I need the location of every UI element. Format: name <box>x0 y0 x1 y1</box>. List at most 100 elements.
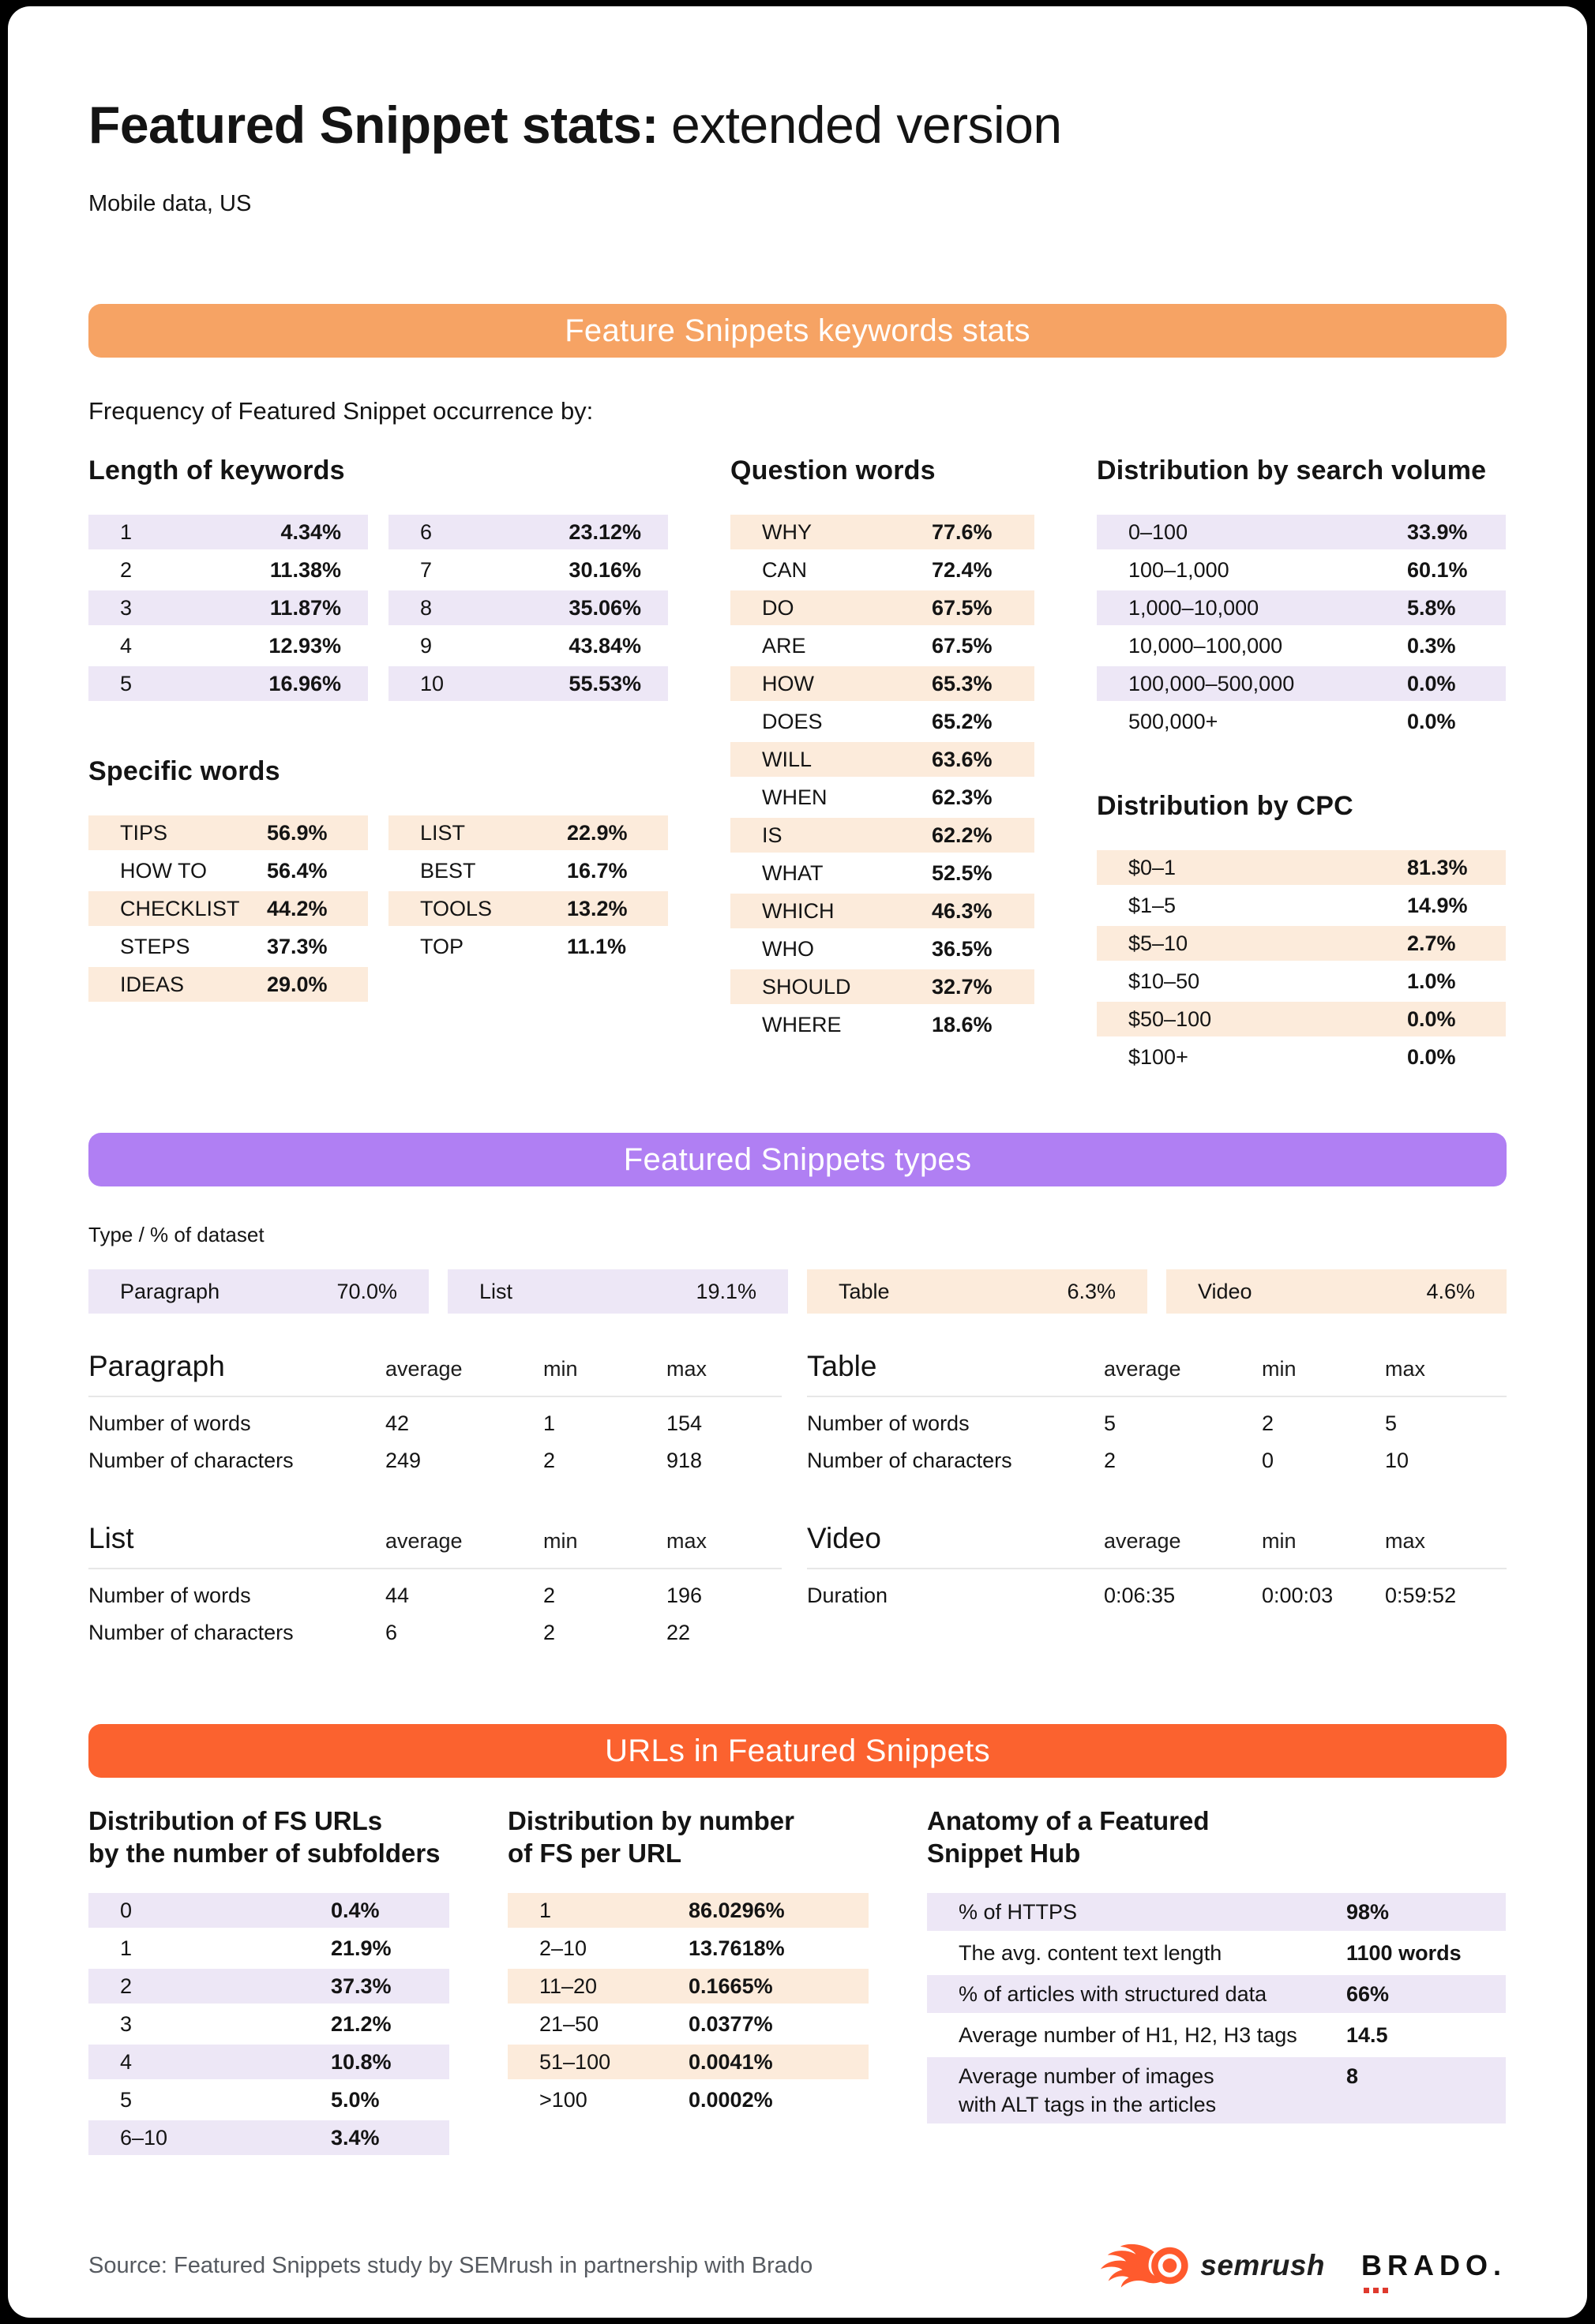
length-table-1: 1 4.34% 2 11.38% 3 11.87% 4 12.93% 5 16.96% <box>88 515 368 704</box>
stat-table-row: Duration 0:06:35 0:00:03 0:59:52 <box>807 1577 1507 1614</box>
stat-row-value: 2 <box>543 1621 556 1644</box>
question-words-table: WHY 77.6% CAN 72.4% DO 67.5% ARE 67.5% HOW 65.3% D… <box>730 515 1034 1042</box>
row-value: 5.8% <box>1407 595 1456 620</box>
stat-row-value: 2 <box>1262 1411 1274 1435</box>
semrush-logo: semrush <box>1099 2242 1325 2289</box>
table-row: TOOLS 13.2% <box>388 891 668 926</box>
table-row: TIPS 56.9% <box>88 815 368 850</box>
anatomy-column: Anatomy of a Featured Snippet Hub % of H… <box>927 1805 1506 2158</box>
row-value: 62.2% <box>932 823 993 847</box>
table-row: 2 11.38% <box>88 553 368 587</box>
stat-row-value: 42 <box>385 1411 410 1435</box>
row-label: 500,000+ <box>1128 709 1218 733</box>
table-row: 0 0.4% <box>88 1893 449 1928</box>
stat-row-label: Number of words <box>88 1584 251 1607</box>
stats-col-average: average <box>1104 1357 1181 1381</box>
row-value: 66% <box>1346 1982 1390 2006</box>
row-label: 2–10 <box>539 1936 587 1960</box>
row-label: 9 <box>420 633 433 658</box>
keywords-left-column: Length of keywords 1 4.34% 2 11.38% 3 11.87% 4… <box>88 455 668 1078</box>
row-value: 33.9% <box>1407 519 1468 544</box>
page-title-bold: Featured Snippet stats: <box>88 96 659 154</box>
row-value: 55.53% <box>569 671 641 695</box>
table-row: WHICH 46.3% <box>730 894 1034 928</box>
row-value: 67.5% <box>932 595 993 620</box>
fs-per-url-column: Distribution by number of FS per URL 1 86… <box>508 1805 869 2158</box>
row-label: IS <box>762 823 782 847</box>
row-value: 2.7% <box>1407 931 1456 955</box>
row-label: 7 <box>420 557 433 582</box>
row-value: 11.87% <box>269 595 341 620</box>
table-row: $50–100 0.0% <box>1097 1002 1506 1036</box>
table-row: BEST 16.7% <box>388 853 668 888</box>
stats-rows: Number of words 44 2 196 Number of character… <box>88 1577 782 1651</box>
cpc-table: $0–1 81.3% $1–5 14.9% $5–10 2.7% $10–50 1.0% $50… <box>1097 850 1506 1074</box>
stat-row-value: 0 <box>1262 1449 1274 1472</box>
row-value: 13.2% <box>567 896 628 920</box>
row-value: 65.3% <box>932 671 993 695</box>
pill-label: Table <box>839 1279 890 1303</box>
row-value: 98% <box>1346 1900 1390 1924</box>
table-row: 5 5.0% <box>88 2082 449 2117</box>
row-label: 1 <box>120 519 133 544</box>
row-label: 1 <box>539 1898 552 1922</box>
table-row: CHECKLIST 44.2% <box>88 891 368 926</box>
stat-row-value: 0:06:35 <box>1104 1584 1176 1607</box>
specific-words-tables: TIPS 56.9% HOW TO 56.4% CHECKLIST 44.2% STEPS 3… <box>88 815 668 1005</box>
table-row: 1 86.0296% <box>508 1893 869 1928</box>
infographic-card: Featured Snippet stats: extended version … <box>8 6 1587 2318</box>
row-value: 5.0% <box>331 2087 380 2112</box>
stat-table-row: Number of words 5 2 5 <box>807 1405 1507 1442</box>
table-row: $100+ 0.0% <box>1097 1040 1506 1074</box>
stat-table-row: Number of words 44 2 196 <box>88 1577 782 1614</box>
row-value: 10.8% <box>331 2049 392 2074</box>
row-value: 14.9% <box>1407 893 1468 917</box>
stat-row-value: 918 <box>666 1449 703 1472</box>
table-row: 3 11.87% <box>88 590 368 625</box>
row-value: 0.0002% <box>689 2087 773 2112</box>
stats-col-max: max <box>666 1529 707 1553</box>
row-label: CAN <box>762 557 808 582</box>
table-row: TOP 11.1% <box>388 929 668 964</box>
table-row: HOW 65.3% <box>730 666 1034 701</box>
page-title: Featured Snippet stats: extended version <box>88 95 1507 155</box>
table-row: 2 37.3% <box>88 1969 449 2004</box>
semrush-flame-icon <box>1101 2243 1188 2288</box>
specific-words-title: Specific words <box>88 756 280 786</box>
pill-label: List <box>479 1279 513 1303</box>
row-value: 11.1% <box>567 934 627 958</box>
table-row: 6 23.12% <box>388 515 668 549</box>
table-row: 1 21.9% <box>88 1931 449 1966</box>
table-row: Average number of images with ALT tags i… <box>927 2057 1506 2123</box>
row-value: 11.38% <box>269 557 341 582</box>
table-row: 500,000+ 0.0% <box>1097 704 1506 739</box>
anatomy-title: Anatomy of a Featured Snippet Hub <box>927 1806 1210 1868</box>
brado-dots-icon <box>1364 2288 1388 2293</box>
row-label: 3 <box>120 595 133 620</box>
table-stats-table: Table average min max Number of words 5 2 5… <box>807 1350 1507 1479</box>
fs-per-url-table: 1 86.0296% 2–10 13.7618% 11–20 0.1665% 21–50 0.… <box>508 1893 869 2117</box>
row-label: WHO <box>762 936 814 961</box>
row-label: $10–50 <box>1128 969 1200 993</box>
table-row: ARE 67.5% <box>730 628 1034 663</box>
table-row: 5 16.96% <box>88 666 368 701</box>
stat-row-label: Number of words <box>807 1411 970 1435</box>
row-value: 8 <box>1346 2064 1359 2088</box>
row-label: WHERE <box>762 1012 842 1036</box>
row-label: 100–1,000 <box>1128 557 1229 582</box>
row-value: 18.6% <box>932 1012 993 1036</box>
table-row: 0–100 33.9% <box>1097 515 1506 549</box>
table-row: WHEN 62.3% <box>730 780 1034 815</box>
row-value: 56.4% <box>267 858 328 883</box>
video-stats-table: Video average min max Duration 0:06:35 0:0… <box>807 1522 1507 1651</box>
table-row: 7 30.16% <box>388 553 668 587</box>
row-label: 4 <box>120 633 133 658</box>
table-row: DOES 65.2% <box>730 704 1034 739</box>
brado-logo: BRADO. <box>1361 2249 1507 2293</box>
row-value: 0.1665% <box>689 1974 773 1998</box>
fs-per-url-title: Distribution by number of FS per URL <box>508 1806 794 1868</box>
table-row: 2–10 13.7618% <box>508 1931 869 1966</box>
stat-row-label: Number of characters <box>88 1449 294 1472</box>
row-label: WHY <box>762 519 812 544</box>
stats-title: Video <box>807 1522 881 1554</box>
